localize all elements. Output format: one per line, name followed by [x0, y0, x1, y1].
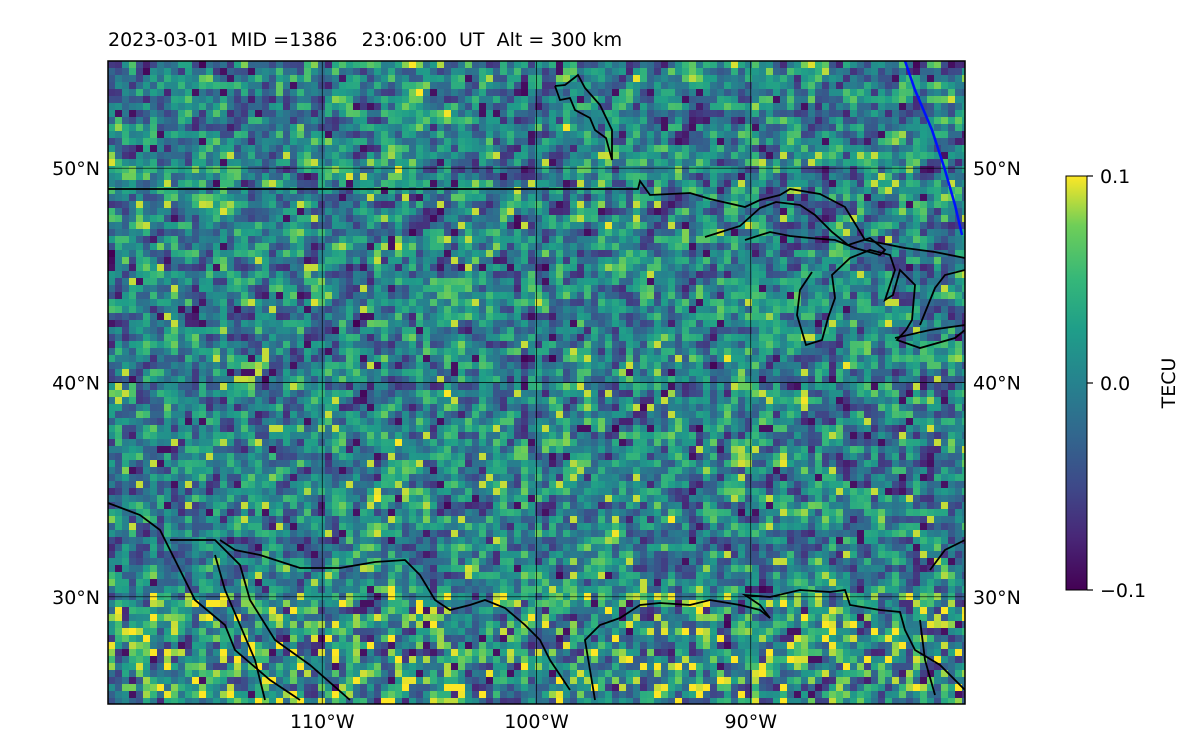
latitude-tick-label: 30°N — [973, 587, 1021, 609]
colorbar-tick-label: 0.1 — [1100, 166, 1130, 188]
colorbar-tick-label: −0.1 — [1100, 580, 1146, 602]
longitude-tick-label: 90°W — [725, 711, 778, 733]
colorbar-ticks: 0.1 0.0 −0.1 — [1087, 166, 1146, 602]
colorbar-tick-label: 0.0 — [1100, 373, 1130, 395]
coastlines-borders — [108, 73, 965, 701]
florida-coast — [929, 539, 965, 571]
longitude-tick-label: 110°W — [290, 711, 355, 733]
tec-perturbation-field — [108, 61, 965, 704]
us-canada-border — [108, 178, 965, 259]
lake-superior-shore — [704, 201, 887, 257]
map-frame — [107, 60, 966, 705]
gulf-california-east — [214, 554, 266, 701]
latitude-tick-label: 40°N — [52, 373, 100, 395]
longitude-labels: 110°W 100°W 90°W — [290, 711, 777, 733]
colorbar-label: TECU — [1158, 358, 1180, 410]
hudson-coast — [554, 73, 613, 161]
colorbar — [1065, 175, 1088, 591]
lake-michigan-shore — [796, 249, 965, 349]
gulf-california-west — [170, 539, 351, 701]
florida-west — [919, 619, 936, 696]
longitude-tick-label: 100°W — [504, 711, 569, 733]
latitude-labels: 30°N 30°N 40°N 40°N 50°N 50°N — [52, 158, 1021, 609]
map-title: 2023-03-01 MID =1386 23:06:00 UT Alt = 3… — [108, 29, 623, 51]
latitude-tick-label: 30°N — [52, 587, 100, 609]
gulf-coast — [584, 589, 965, 701]
latitude-tick-label: 40°N — [973, 373, 1021, 395]
lake-huron-shore — [919, 269, 965, 326]
latitude-tick-label: 50°N — [52, 158, 100, 180]
us-mexico-border — [219, 539, 571, 691]
lake-erie-shore — [894, 324, 965, 339]
graticule — [108, 61, 965, 704]
terminator-line — [903, 61, 964, 236]
latitude-tick-label: 50°N — [973, 158, 1021, 180]
